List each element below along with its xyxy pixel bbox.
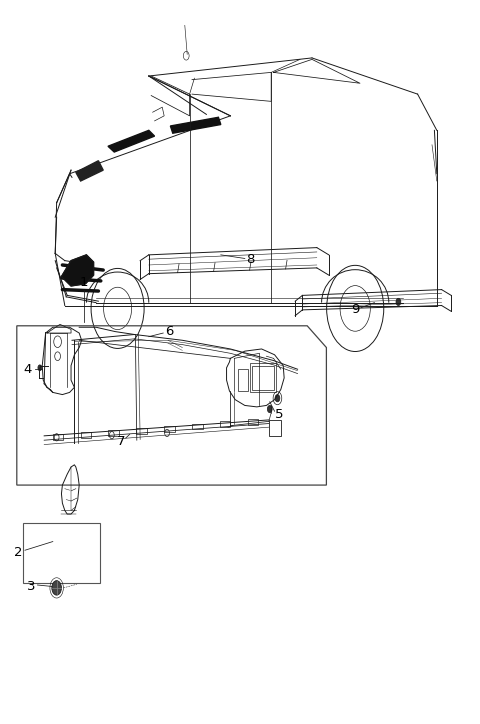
Polygon shape [170, 117, 221, 133]
Bar [81, 432, 91, 438]
Text: 7: 7 [117, 435, 125, 448]
Bar [136, 428, 147, 434]
Circle shape [52, 581, 61, 595]
Bar [250, 363, 276, 392]
Text: 3: 3 [27, 580, 36, 593]
Text: 9: 9 [351, 303, 360, 316]
Bar [248, 419, 258, 425]
Text: 8: 8 [246, 253, 255, 266]
Bar [238, 369, 248, 391]
Circle shape [396, 298, 401, 306]
Polygon shape [76, 161, 103, 181]
Text: 2: 2 [14, 546, 23, 559]
Text: 6: 6 [165, 325, 174, 338]
Polygon shape [108, 130, 155, 152]
Circle shape [275, 395, 280, 402]
Bar [108, 430, 119, 436]
Text: 4: 4 [24, 363, 32, 376]
Polygon shape [153, 107, 164, 121]
Bar [53, 434, 63, 440]
Bar [252, 366, 274, 390]
Bar [192, 424, 203, 429]
Text: 5: 5 [275, 408, 284, 421]
Circle shape [267, 405, 272, 413]
Bar [220, 421, 230, 427]
Circle shape [38, 365, 42, 371]
Polygon shape [61, 255, 94, 286]
Bar [269, 420, 281, 436]
Text: 1: 1 [80, 276, 88, 289]
Bar [164, 426, 175, 432]
